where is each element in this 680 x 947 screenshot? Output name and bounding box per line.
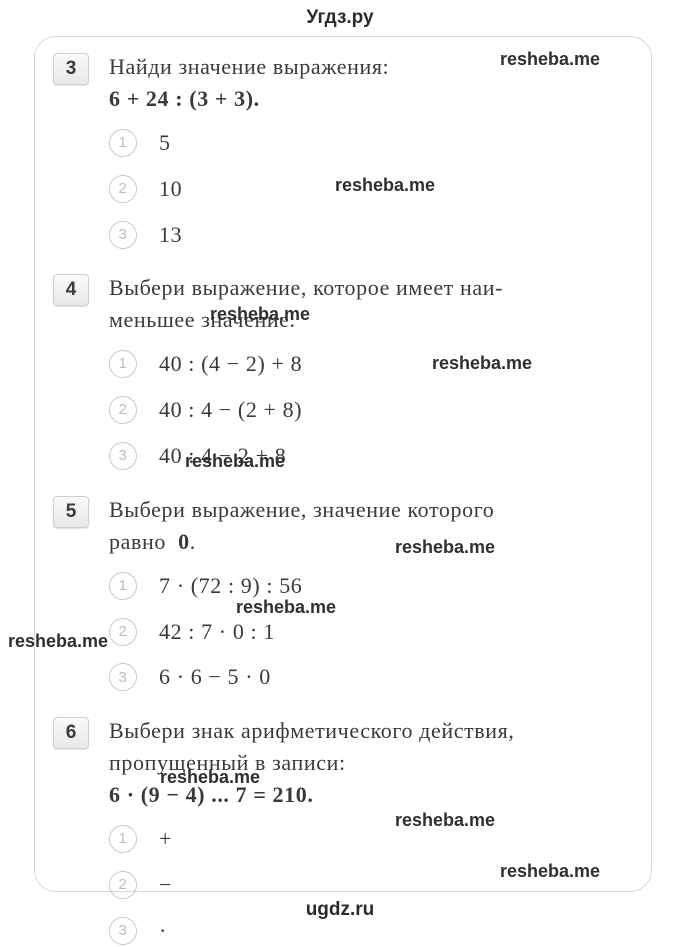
option-circle: 1 [109, 129, 137, 157]
watermark-text: resheba.me [8, 631, 108, 652]
problem-body: Найди значение выражения: 6 + 24 : (3 + … [109, 51, 629, 264]
watermark-text: resheba.me [185, 451, 285, 472]
page-header: Угдз.ру [0, 0, 680, 36]
option-item: 1 40 : (4 − 2) + 8 [109, 348, 629, 380]
problem-number-box: 5 [53, 496, 89, 528]
option-circle: 1 [109, 572, 137, 600]
problem-number-box: 6 [53, 717, 89, 749]
problem-expression: 6 + 24 : (3 + 3). [109, 86, 260, 111]
option-text: 10 [159, 173, 182, 205]
option-item: 2 42 : 7 · 0 : 1 [109, 616, 629, 648]
problem-body: Выбери выражение, значение которого равн… [109, 494, 629, 707]
option-text: 5 [159, 127, 171, 159]
option-item: 3 6 · 6 − 5 · 0 [109, 661, 629, 693]
options-list: 17 · (72 : 9) : 56 2 42 : 7 · 0 : 1 3 6 · … [109, 570, 629, 694]
watermark-text: resheba.me [236, 597, 336, 618]
watermark-text: resheba.me [395, 537, 495, 558]
option-text: 6 · 6 − 5 · 0 [159, 661, 271, 693]
problem-text: Выбери выражение, которое имеет наи- мен… [109, 272, 629, 336]
option-circle: 2 [109, 618, 137, 646]
option-circle: 2 [109, 175, 137, 203]
watermark-text: resheba.me [432, 353, 532, 374]
option-circle: 3 [109, 663, 137, 691]
option-text: 13 [159, 219, 182, 251]
option-item: 2 40 : 4 − (2 + 8) [109, 394, 629, 426]
problem-line: Выбери выражение, которое имеет наи- [109, 275, 503, 300]
option-item: 17 · (72 : 9) : 56 [109, 570, 629, 602]
watermark-text: resheba.me [395, 810, 495, 831]
problem-text: Выбери выражение, значение которого равн… [109, 494, 629, 558]
option-circle: 3 [109, 442, 137, 470]
watermark-text: resheba.me [160, 767, 260, 788]
problem-4: 4 Выбери выражение, которое имеет наи- м… [53, 272, 629, 485]
problem-number-box: 3 [53, 53, 89, 85]
option-circle: 3 [109, 221, 137, 249]
content-frame: 3 Найди значение выражения: 6 + 24 : (3 … [34, 36, 652, 892]
problem-text: Выбери знак арифметического действия, пр… [109, 715, 629, 811]
option-item: 15 [109, 127, 629, 159]
option-circle: 1 [109, 825, 137, 853]
option-text: 42 : 7 · 0 : 1 [159, 616, 275, 648]
page-footer: ugdz.ru [0, 892, 680, 928]
problem-line: равно 0. [109, 529, 196, 554]
option-circle: 1 [109, 350, 137, 378]
problem-3: 3 Найди значение выражения: 6 + 24 : (3 … [53, 51, 629, 264]
watermark-text: resheba.me [210, 304, 310, 325]
problem-line: Выбери знак арифметического действия, [109, 718, 514, 743]
option-text: 40 : 4 − (2 + 8) [159, 394, 302, 426]
option-text: 40 : (4 − 2) + 8 [159, 348, 302, 380]
option-circle: 2 [109, 396, 137, 424]
watermark-text: resheba.me [335, 175, 435, 196]
option-item: 3 13 [109, 219, 629, 251]
option-item: 1+ [109, 823, 629, 855]
watermark-text: resheba.me [500, 49, 600, 70]
watermark-text: resheba.me [500, 861, 600, 882]
options-list: 1+ 2− 3· [109, 823, 629, 947]
option-text: + [159, 823, 172, 855]
problem-line: Выбери выражение, значение которого [109, 497, 494, 522]
problem-5: 5 Выбери выражение, значение которого ра… [53, 494, 629, 707]
problem-number-box: 4 [53, 274, 89, 306]
problem-line: Найди значение выражения: [109, 54, 389, 79]
